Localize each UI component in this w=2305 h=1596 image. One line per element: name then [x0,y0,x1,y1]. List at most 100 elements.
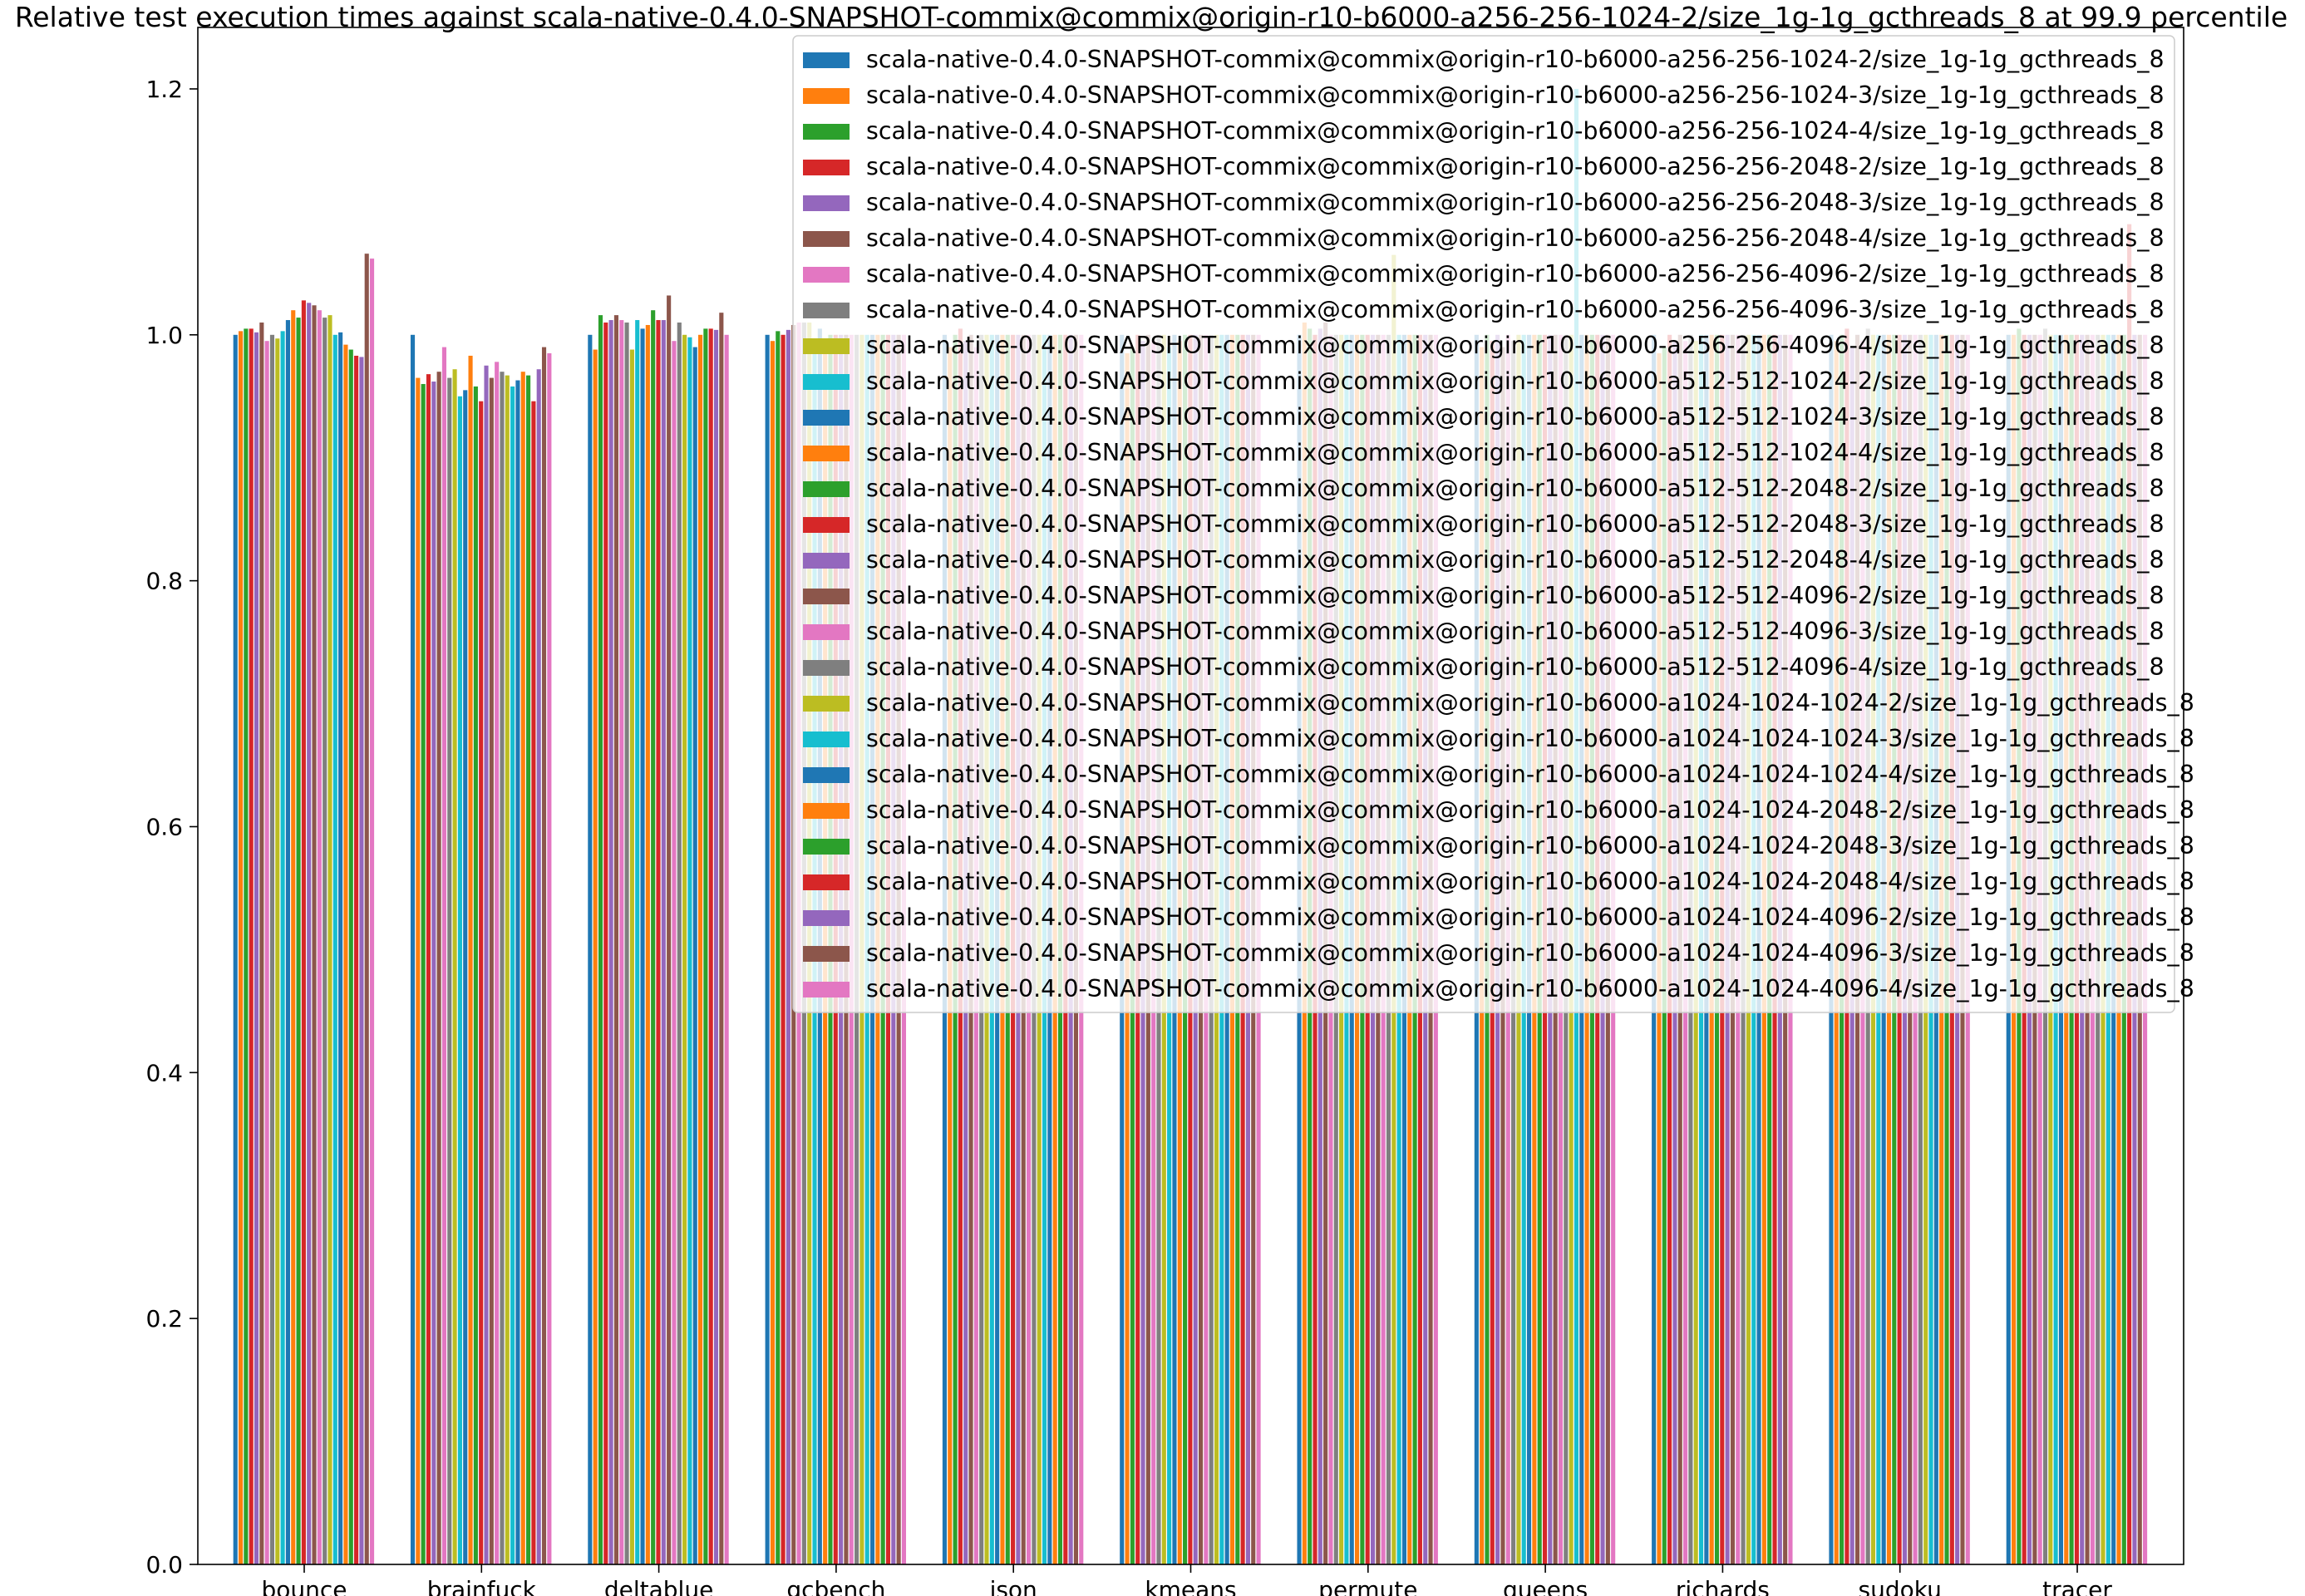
bar-brainfuck-series-19 [510,386,515,1565]
bar-gcbench-series-1 [770,341,776,1565]
legend-label: scala-native-0.4.0-SNAPSHOT-commix@commi… [866,117,2165,145]
legend-label: scala-native-0.4.0-SNAPSHOT-commix@commi… [866,403,2165,431]
bar-bounce-series-17 [323,318,328,1565]
bar-brainfuck-series-17 [500,372,505,1565]
bar-bounce-series-23 [354,355,359,1565]
bar-brainfuck-series-6 [441,347,446,1565]
legend-label: scala-native-0.4.0-SNAPSHOT-commix@commi… [866,582,2165,609]
bar-deltablue-series-25 [719,313,724,1564]
legend-label: scala-native-0.4.0-SNAPSHOT-commix@commi… [866,367,2165,395]
legend-label: scala-native-0.4.0-SNAPSHOT-commix@commi… [866,725,2194,752]
legend-label: scala-native-0.4.0-SNAPSHOT-commix@commi… [866,46,2165,73]
bar-brainfuck-series-0 [410,334,416,1564]
bar-gcbench-series-3 [781,334,786,1564]
legend-swatch [803,624,850,640]
x-tick-label: richards [1676,1576,1770,1596]
bar-deltablue-series-17 [677,323,682,1564]
legend-swatch [803,982,850,998]
legend-swatch [803,553,850,569]
legend-swatch [803,267,850,283]
bar-bounce-series-13 [301,300,306,1564]
x-tick-label: permute [1318,1576,1417,1596]
bar-deltablue-series-24 [713,329,719,1564]
bar-brainfuck-series-25 [541,347,547,1565]
legend-swatch [803,839,850,855]
legend-label: scala-native-0.4.0-SNAPSHOT-commix@commi… [866,81,2165,109]
bar-bounce-series-15 [312,305,317,1564]
bar-bounce-series-26 [369,259,375,1565]
bar-brainfuck-series-8 [452,369,457,1565]
bar-brainfuck-series-26 [547,352,552,1564]
bar-deltablue-series-1 [593,349,598,1564]
bar-deltablue-series-10 [640,328,645,1564]
bar-brainfuck-series-22 [526,375,531,1564]
bar-bounce-series-19 [332,334,337,1564]
bar-deltablue-series-15 [667,295,672,1565]
legend-swatch [803,446,850,461]
legend-swatch [803,124,850,140]
bar-bounce-series-4 [254,332,259,1565]
bar-brainfuck-series-18 [505,375,510,1564]
x-tick-label: json [989,1576,1037,1596]
legend-swatch [803,231,850,247]
bar-deltablue-series-6 [619,320,624,1564]
x-tick-label: tracer [2042,1576,2112,1596]
bar-brainfuck-series-21 [520,372,525,1565]
bar-bounce-series-25 [364,254,369,1564]
legend-label: scala-native-0.4.0-SNAPSHOT-commix@commi… [866,439,2165,466]
y-tick-label: 0.8 [145,568,183,595]
bar-bounce-series-16 [317,310,322,1565]
bar-bounce-series-18 [328,315,332,1564]
y-tick-label: 0.4 [145,1059,183,1086]
bar-deltablue-series-9 [635,320,640,1564]
chart-title: Relative test execution times against sc… [15,1,2288,33]
legend-label: scala-native-0.4.0-SNAPSHOT-commix@commi… [866,939,2194,967]
bar-gcbench-series-4 [786,329,790,1564]
bar-gcbench-series-2 [776,331,781,1564]
legend-swatch [803,732,850,747]
legend-swatch [803,374,850,390]
legend-label: scala-native-0.4.0-SNAPSHOT-commix@commi… [866,832,2194,860]
bar-brainfuck-series-11 [468,355,473,1565]
legend-swatch [803,338,850,354]
legend-label: scala-native-0.4.0-SNAPSHOT-commix@commi… [866,189,2165,216]
y-tick-label: 1.2 [145,76,183,103]
bar-bounce-series-21 [343,344,348,1564]
y-tick-label: 0.0 [145,1551,183,1579]
bar-bounce-series-0 [233,334,238,1564]
legend-label: scala-native-0.4.0-SNAPSHOT-commix@commi… [866,296,2165,323]
bar-bounce-series-6 [264,341,269,1565]
legend-box [792,35,2175,1013]
bar-brainfuck-series-9 [457,396,462,1564]
bar-deltablue-series-7 [624,323,629,1564]
bar-brainfuck-series-14 [484,365,489,1564]
bar-brainfuck-series-24 [536,369,541,1565]
legend-swatch [803,910,850,926]
legend-label: scala-native-0.4.0-SNAPSHOT-commix@commi… [866,975,2194,1002]
y-axis: 0.0 0.2 0.4 0.6 0.8 1.0 1.2 [145,76,198,1579]
legend-label: scala-native-0.4.0-SNAPSHOT-commix@commi… [866,653,2165,681]
x-tick-label: sudoku [1859,1576,1942,1596]
x-tick-label: brainfuck [427,1576,537,1596]
bar-deltablue-series-16 [672,341,677,1565]
legend-label: scala-native-0.4.0-SNAPSHOT-commix@commi… [866,689,2194,717]
legend-swatch [803,696,850,712]
bar-deltablue-series-23 [708,328,713,1564]
bar-brainfuck-series-2 [421,383,426,1565]
legend-label: scala-native-0.4.0-SNAPSHOT-commix@commi… [866,260,2165,288]
bar-bounce-series-9 [280,331,285,1564]
y-tick-label: 0.6 [145,813,183,840]
bar-brainfuck-series-1 [416,377,421,1564]
bar-bounce-series-14 [307,303,312,1565]
bar-deltablue-series-5 [613,315,618,1564]
legend-label: scala-native-0.4.0-SNAPSHOT-commix@commi… [866,332,2165,359]
bar-bounce-series-7 [269,334,275,1564]
bar-deltablue-series-0 [588,334,593,1564]
x-tick-label: kmeans [1145,1576,1236,1596]
bar-brainfuck-series-20 [515,380,520,1564]
legend-label: scala-native-0.4.0-SNAPSHOT-commix@commi… [866,796,2194,824]
x-tick-label: gcbench [786,1576,885,1596]
bar-brainfuck-series-15 [489,377,494,1564]
bar-deltablue-series-26 [724,334,729,1564]
x-tick-label: deltablue [604,1576,713,1596]
